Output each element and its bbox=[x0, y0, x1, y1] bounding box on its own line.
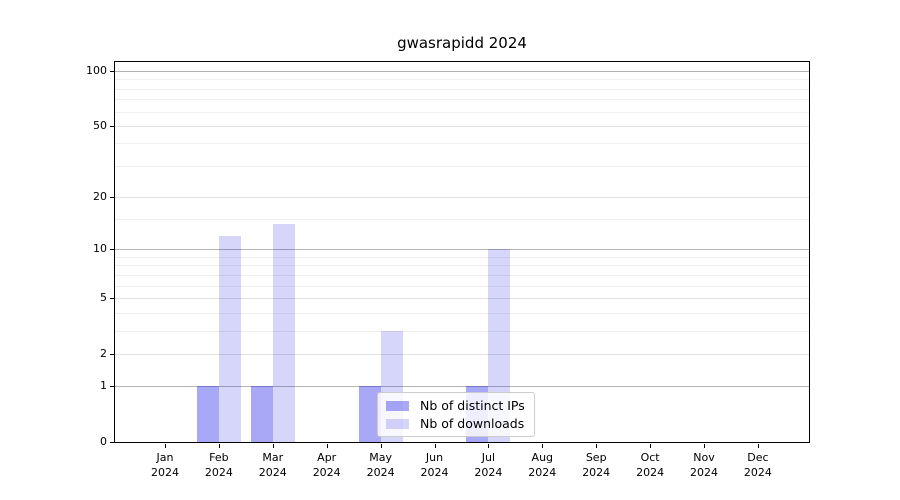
x-tick-month: Jan bbox=[156, 451, 174, 464]
gridline-10 bbox=[115, 249, 809, 251]
x-tick-year: 2024 bbox=[690, 466, 718, 479]
x-tick-month: Mar bbox=[262, 451, 284, 464]
gridline-minor-30 bbox=[115, 165, 809, 167]
x-tick-mark-oct bbox=[650, 444, 652, 448]
y-tick-label-0: 0 bbox=[100, 435, 107, 448]
x-tick-mark-dec bbox=[757, 444, 759, 448]
x-tick-label-dec: Dec 2024 bbox=[730, 450, 786, 480]
legend-label-downloads: Nb of downloads bbox=[420, 416, 525, 431]
bar-mar-downloads bbox=[272, 224, 295, 442]
gridline-minor-6 bbox=[115, 285, 809, 287]
gridline-minor-60 bbox=[115, 111, 809, 113]
y-tick-mark-10 bbox=[110, 249, 114, 251]
bar-feb-distinct-ips bbox=[196, 386, 219, 442]
legend-swatch-downloads bbox=[386, 418, 409, 429]
x-tick-label-sep: Sep 2024 bbox=[568, 450, 624, 480]
gridline-minor-7 bbox=[115, 274, 809, 276]
x-tick-label-apr: Apr 2024 bbox=[299, 450, 355, 480]
x-tick-year: 2024 bbox=[743, 466, 772, 479]
y-tick-mark-20 bbox=[110, 197, 114, 199]
gridline-minor-70 bbox=[115, 99, 809, 101]
x-tick-label-may: May 2024 bbox=[353, 450, 409, 480]
x-tick-mark-feb bbox=[218, 444, 220, 448]
x-tick-mark-sep bbox=[596, 444, 598, 448]
y-tick-label-20: 20 bbox=[93, 190, 107, 204]
y-tick-label-10: 10 bbox=[93, 242, 107, 256]
x-tick-year: 2024 bbox=[420, 466, 449, 479]
x-tick-month: Nov bbox=[693, 451, 715, 464]
x-tick-mark-jun bbox=[434, 444, 436, 448]
y-tick-mark-0 bbox=[110, 442, 114, 443]
gridline-minor-4 bbox=[115, 312, 809, 314]
x-tick-label-nov: Nov 2024 bbox=[676, 450, 732, 480]
x-tick-year: 2024 bbox=[258, 466, 287, 479]
x-tick-year: 2024 bbox=[312, 466, 341, 479]
x-tick-label-jul: Jul 2024 bbox=[460, 450, 516, 480]
y-tick-label-1: 1 bbox=[100, 379, 107, 393]
gridline-minor-80 bbox=[115, 88, 809, 90]
gridline-50 bbox=[115, 125, 809, 127]
x-tick-year: 2024 bbox=[151, 466, 179, 479]
x-tick-month: Oct bbox=[640, 451, 660, 464]
y-tick-label-100: 100 bbox=[86, 64, 107, 78]
bar-may-distinct-ips bbox=[358, 386, 381, 442]
legend-item-downloads: Nb of downloads bbox=[386, 416, 525, 431]
legend-label-distinct-ips: Nb of distinct IPs bbox=[420, 398, 525, 413]
gridline-minor-3 bbox=[115, 330, 809, 332]
x-tick-label-oct: Oct 2024 bbox=[622, 450, 678, 480]
y-tick-mark-100 bbox=[110, 71, 114, 73]
x-tick-label-aug: Aug 2024 bbox=[514, 450, 570, 480]
x-tick-month: Aug bbox=[531, 451, 554, 464]
y-tick-label-2: 2 bbox=[100, 346, 107, 360]
gridline-1 bbox=[115, 386, 809, 388]
x-tick-mark-may bbox=[380, 444, 382, 448]
legend-item-distinct-ips: Nb of distinct IPs bbox=[386, 398, 525, 413]
y-tick-mark-5 bbox=[110, 297, 114, 299]
y-tick-mark-1 bbox=[110, 386, 114, 388]
x-tick-mark-aug bbox=[542, 444, 544, 448]
x-tick-label-jan: Jan 2024 bbox=[137, 450, 193, 480]
x-tick-month: May bbox=[369, 451, 392, 464]
gridline-minor-15 bbox=[115, 219, 809, 221]
legend-swatch-distinct-ips bbox=[386, 400, 409, 411]
bar-feb-downloads bbox=[218, 235, 241, 442]
y-tick-label-5: 5 bbox=[100, 290, 107, 304]
x-tick-label-feb: Feb 2024 bbox=[191, 450, 247, 480]
x-tick-mark-nov bbox=[704, 444, 705, 448]
x-tick-month: Apr bbox=[317, 451, 337, 464]
gridline-minor-90 bbox=[115, 79, 809, 81]
gridline-minor-40 bbox=[115, 143, 809, 145]
plot-area bbox=[114, 61, 810, 443]
gridline-2 bbox=[115, 353, 809, 355]
x-tick-month: Jul bbox=[481, 451, 496, 464]
x-tick-year: 2024 bbox=[204, 466, 233, 479]
x-tick-year: 2024 bbox=[582, 466, 611, 479]
x-tick-label-jun: Jun 2024 bbox=[407, 450, 463, 480]
x-tick-year: 2024 bbox=[528, 466, 557, 479]
x-tick-month: Sep bbox=[585, 451, 607, 464]
x-tick-year: 2024 bbox=[636, 466, 665, 479]
x-tick-month: Dec bbox=[747, 451, 769, 464]
y-tick-mark-2 bbox=[110, 353, 114, 355]
x-tick-mark-apr bbox=[326, 444, 328, 448]
bar-mar-distinct-ips bbox=[250, 386, 273, 442]
gridline-100 bbox=[115, 71, 809, 73]
x-tick-year: 2024 bbox=[366, 466, 395, 479]
x-tick-mark-jul bbox=[488, 444, 490, 448]
x-tick-mark-jan bbox=[165, 444, 166, 448]
chart-title: gwasrapidd 2024 bbox=[397, 34, 527, 52]
gridline-minor-9 bbox=[115, 256, 809, 258]
gridline-minor-8 bbox=[115, 265, 809, 267]
x-tick-month: Feb bbox=[209, 451, 229, 464]
x-tick-month: Jun bbox=[425, 451, 444, 464]
gridline-20 bbox=[115, 197, 809, 199]
x-tick-label-mar: Mar 2024 bbox=[245, 450, 301, 480]
x-tick-year: 2024 bbox=[474, 466, 503, 479]
gridline-5 bbox=[115, 297, 809, 299]
y-tick-label-50: 50 bbox=[93, 118, 107, 132]
x-tick-mark-mar bbox=[272, 444, 274, 448]
legend: Nb of distinct IPs Nb of downloads bbox=[377, 392, 535, 437]
y-tick-mark-50 bbox=[110, 125, 114, 127]
